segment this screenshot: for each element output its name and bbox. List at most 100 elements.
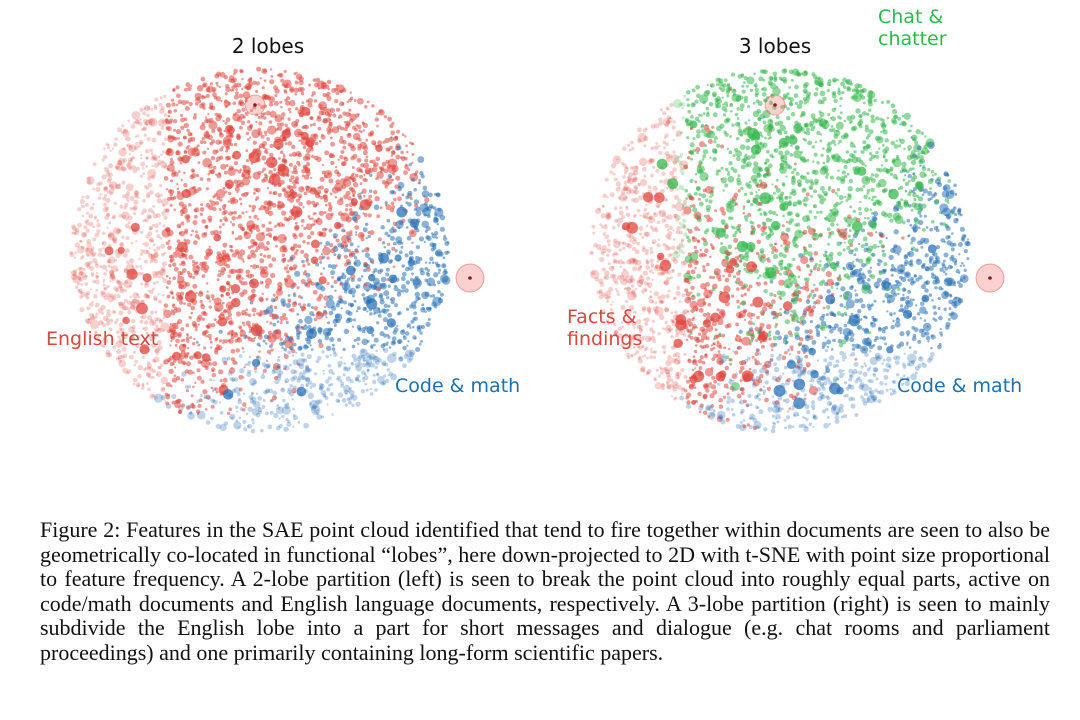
feature-point bbox=[330, 382, 334, 386]
feature-point bbox=[219, 285, 227, 293]
feature-point bbox=[287, 117, 291, 121]
feature-point bbox=[392, 351, 397, 357]
feature-point bbox=[745, 84, 749, 88]
feature-point bbox=[110, 273, 116, 279]
feature-point bbox=[153, 331, 157, 336]
feature-point bbox=[325, 117, 331, 123]
feature-point bbox=[326, 403, 329, 406]
feature-point bbox=[354, 249, 359, 254]
feature-point bbox=[84, 295, 88, 298]
feature-point bbox=[111, 309, 116, 314]
feature-point bbox=[136, 134, 140, 138]
feature-point bbox=[77, 282, 81, 286]
feature-point bbox=[89, 206, 95, 211]
feature-point bbox=[288, 363, 292, 367]
feature-point bbox=[97, 308, 103, 314]
feature-point bbox=[783, 246, 789, 251]
feature-point bbox=[686, 400, 691, 405]
feature-point bbox=[400, 245, 404, 249]
feature-point bbox=[628, 233, 634, 240]
feature-point bbox=[275, 406, 284, 415]
feature-point bbox=[139, 118, 142, 121]
feature-point bbox=[383, 303, 388, 308]
feature-point bbox=[195, 340, 199, 344]
feature-point bbox=[381, 360, 387, 366]
feature-point bbox=[706, 83, 709, 87]
feature-point bbox=[368, 364, 371, 368]
feature-point bbox=[140, 230, 144, 235]
feature-point bbox=[239, 327, 242, 330]
feature-point bbox=[78, 276, 84, 282]
feature-point bbox=[225, 149, 229, 153]
feature-point bbox=[356, 356, 362, 362]
feature-point bbox=[108, 172, 113, 178]
feature-point bbox=[729, 358, 733, 362]
feature-point bbox=[230, 200, 235, 205]
feature-point bbox=[868, 157, 873, 162]
feature-point bbox=[235, 348, 240, 353]
feature-point bbox=[302, 303, 306, 307]
feature-point bbox=[125, 136, 131, 142]
feature-point bbox=[228, 407, 233, 412]
feature-point bbox=[225, 292, 230, 296]
feature-point bbox=[357, 379, 362, 383]
feature-point bbox=[747, 312, 753, 318]
feature-point bbox=[701, 158, 705, 161]
feature-point bbox=[870, 394, 875, 399]
feature-point bbox=[306, 303, 311, 308]
feature-point bbox=[384, 181, 390, 187]
feature-point bbox=[169, 189, 175, 195]
feature-point bbox=[228, 269, 234, 275]
feature-point bbox=[276, 376, 282, 381]
feature-point bbox=[808, 329, 813, 334]
feature-point bbox=[117, 301, 122, 306]
feature-point bbox=[135, 382, 141, 388]
feature-point bbox=[743, 214, 749, 220]
feature-point bbox=[935, 245, 940, 250]
feature-point bbox=[306, 345, 310, 349]
feature-point bbox=[227, 304, 233, 310]
feature-point bbox=[437, 207, 442, 212]
feature-point bbox=[193, 113, 197, 117]
feature-point bbox=[755, 339, 758, 343]
feature-point bbox=[444, 270, 448, 275]
feature-point bbox=[125, 197, 129, 201]
feature-point bbox=[100, 304, 106, 311]
feature-point bbox=[919, 164, 922, 168]
feature-point bbox=[923, 214, 927, 218]
feature-point bbox=[310, 147, 314, 152]
feature-point bbox=[659, 366, 662, 369]
feature-point bbox=[312, 122, 316, 127]
feature-point bbox=[197, 323, 200, 326]
feature-point bbox=[89, 312, 94, 318]
feature-point bbox=[122, 316, 130, 325]
feature-point bbox=[830, 231, 835, 236]
feature-point bbox=[268, 169, 273, 175]
feature-point bbox=[207, 134, 213, 140]
feature-point bbox=[200, 76, 206, 82]
feature-point bbox=[218, 329, 223, 334]
feature-point bbox=[279, 337, 283, 341]
feature-point bbox=[375, 144, 383, 152]
feature-point bbox=[250, 428, 256, 434]
feature-point bbox=[234, 186, 240, 192]
feature-point bbox=[215, 337, 219, 340]
feature-point bbox=[349, 379, 354, 384]
feature-point bbox=[416, 259, 421, 265]
feature-point bbox=[236, 108, 242, 114]
feature-point bbox=[437, 268, 442, 272]
feature-point bbox=[605, 213, 611, 219]
feature-point bbox=[305, 368, 308, 372]
feature-point bbox=[163, 215, 168, 220]
feature-point bbox=[273, 305, 278, 310]
feature-point bbox=[755, 405, 759, 410]
feature-point bbox=[79, 266, 83, 270]
feature-point bbox=[729, 206, 733, 210]
feature-point bbox=[342, 88, 347, 93]
feature-point bbox=[836, 176, 841, 181]
feature-point bbox=[112, 345, 117, 350]
feature-point bbox=[350, 274, 356, 280]
feature-point bbox=[218, 225, 222, 229]
feature-point bbox=[246, 423, 253, 429]
feature-point bbox=[89, 317, 92, 321]
